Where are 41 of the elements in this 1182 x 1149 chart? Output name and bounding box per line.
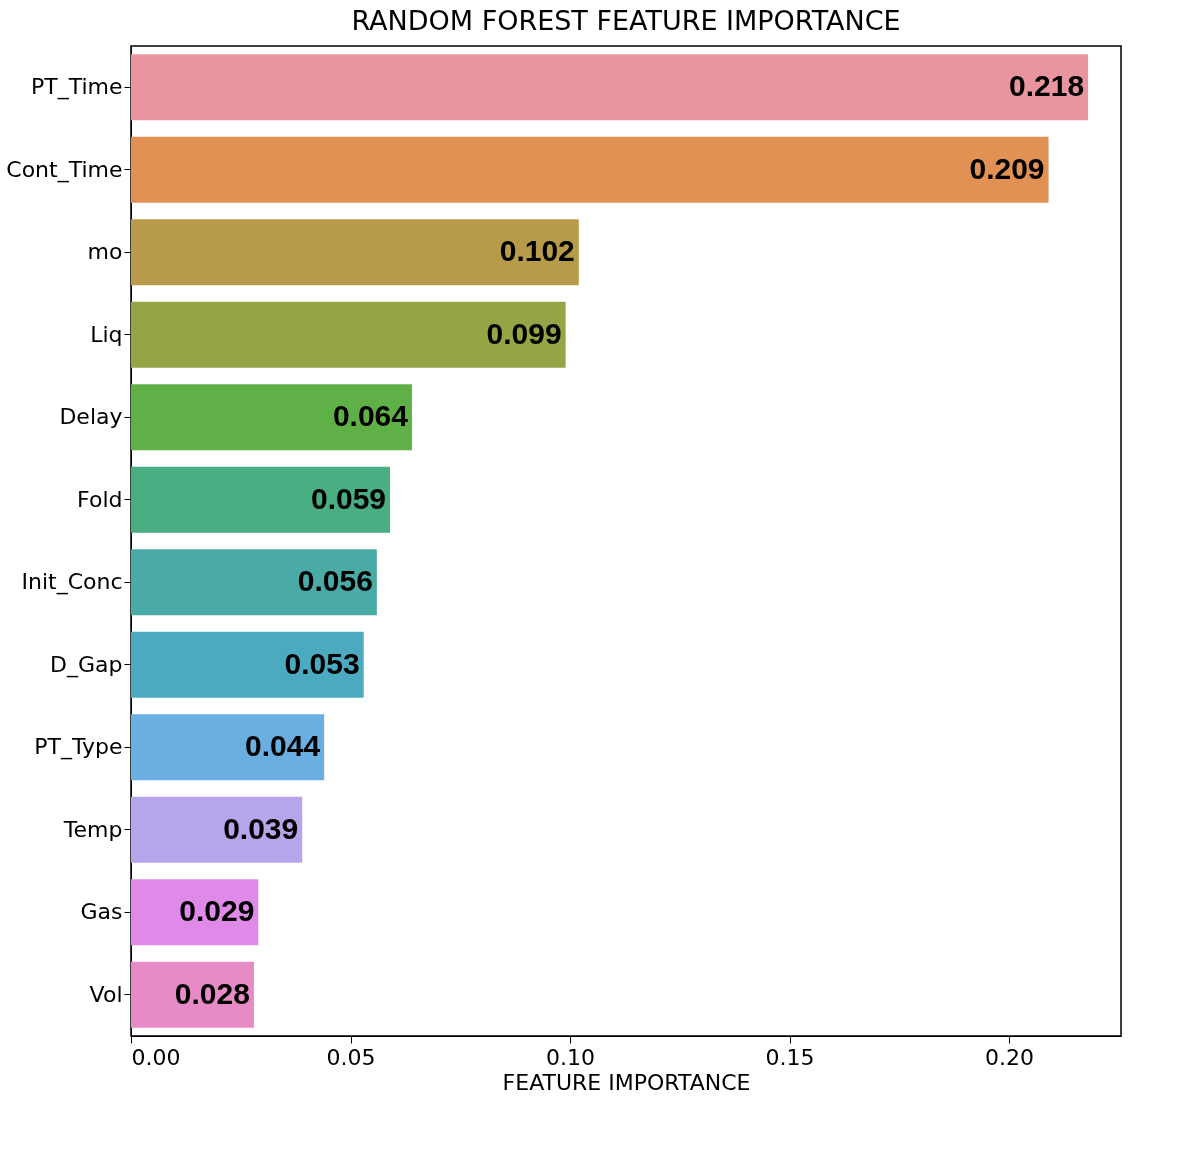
bar [131, 301, 566, 368]
y-tick-label: mo [87, 239, 123, 265]
data-label: 0.218 [1009, 69, 1085, 103]
y-tick-label: Vol [89, 981, 123, 1007]
data-label: 0.028 [174, 976, 250, 1010]
x-tick-label: 0.00 [131, 1044, 181, 1070]
y-tick-label: D_Gap [50, 651, 123, 678]
data-label: 0.099 [486, 316, 562, 350]
data-label: 0.044 [245, 729, 321, 763]
x-tick-label: 0.10 [546, 1044, 596, 1070]
data-label: 0.102 [499, 234, 575, 268]
y-tick-label: PT_Type [34, 734, 123, 761]
y-tick-label: Delay [59, 404, 123, 430]
x-tick-label: 0.20 [985, 1044, 1035, 1070]
x-tick-label: 0.05 [326, 1044, 376, 1070]
x-axis-title: FEATURE IMPORTANCE [502, 1069, 751, 1095]
data-label: 0.209 [969, 151, 1045, 185]
bar [131, 631, 364, 698]
y-tick-label: Temp [62, 816, 123, 842]
bar [131, 54, 1089, 121]
y-tick-label: Liq [90, 321, 123, 347]
y-tick-label: Cont_Time [6, 156, 123, 183]
y-tick-label: PT_Time [30, 74, 123, 101]
bar [131, 219, 579, 286]
data-label: 0.056 [297, 564, 373, 598]
y-tick-label: Gas [80, 899, 123, 925]
data-label: 0.059 [310, 481, 387, 515]
bar [131, 714, 325, 781]
data-label: 0.053 [284, 646, 360, 680]
chart-title: RANDOM FOREST FEATURE IMPORTANCE [351, 5, 901, 36]
bar [131, 136, 1049, 203]
data-label: 0.064 [332, 399, 409, 433]
y-tick-label: Init_Conc [21, 569, 123, 596]
data-label: 0.029 [179, 894, 255, 928]
data-label: 0.039 [223, 811, 299, 845]
bar [131, 549, 377, 616]
bar [131, 384, 412, 451]
y-tick-label: Fold [77, 486, 123, 512]
bar [131, 466, 391, 533]
bar [131, 796, 303, 863]
x-tick-label: 0.15 [765, 1044, 815, 1070]
